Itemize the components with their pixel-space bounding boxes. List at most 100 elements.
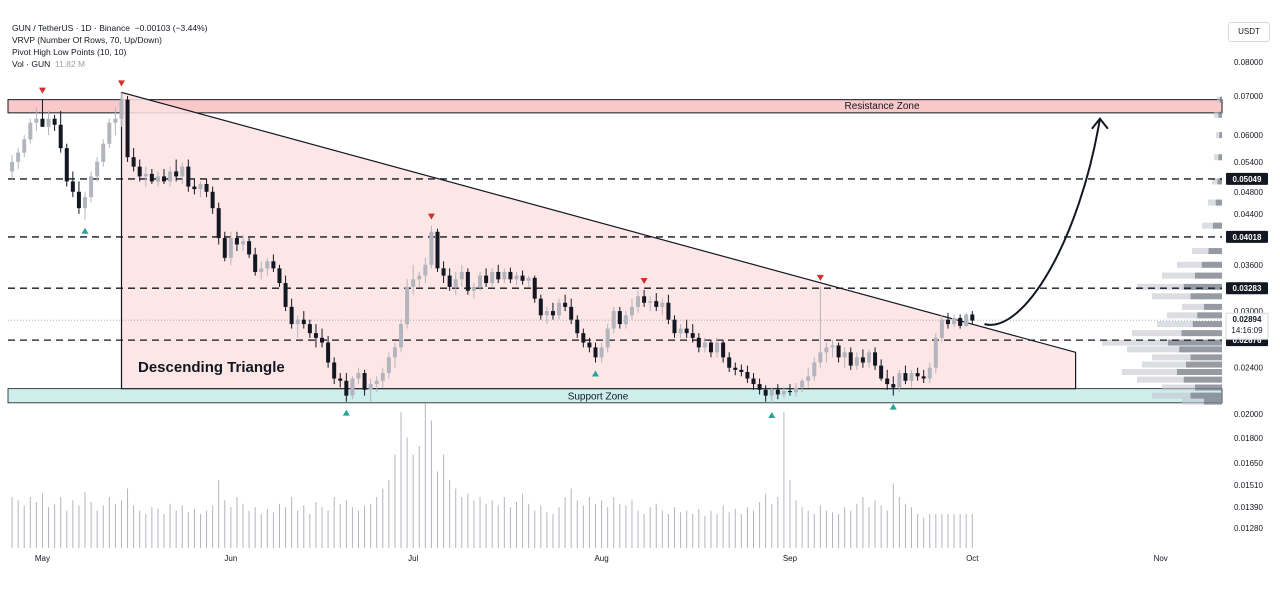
candle-down[interactable] — [915, 367, 920, 381]
legend-indicator-pivots[interactable]: Pivot High Low Points (10, 10) — [12, 47, 127, 57]
candle-down[interactable] — [873, 347, 878, 370]
candle-up[interactable] — [350, 376, 355, 400]
candle-down[interactable] — [666, 294, 671, 325]
candle-down[interactable] — [538, 294, 543, 320]
candle-up[interactable] — [180, 161, 185, 184]
candle-up[interactable] — [866, 349, 871, 368]
candle-down[interactable] — [575, 315, 580, 338]
candle-down[interactable] — [581, 328, 586, 348]
candle-up[interactable] — [198, 181, 203, 198]
level-price-tag[interactable]: 0.03283 — [1226, 282, 1268, 295]
candle-down[interactable] — [320, 328, 325, 348]
candle-down[interactable] — [775, 384, 780, 400]
candle-down[interactable] — [654, 293, 659, 312]
candle-up[interactable] — [374, 376, 379, 393]
candle-up[interactable] — [155, 171, 160, 187]
candle-down[interactable] — [532, 275, 537, 303]
candle-down[interactable] — [313, 324, 318, 348]
candle-up[interactable] — [46, 110, 51, 136]
candle-down[interactable] — [344, 373, 349, 402]
candle-up[interactable] — [544, 306, 549, 325]
candle-down[interactable] — [435, 228, 440, 272]
candle-up[interactable] — [417, 271, 422, 287]
candle-down[interactable] — [137, 159, 142, 182]
candle-up[interactable] — [490, 268, 495, 287]
candle-down[interactable] — [696, 333, 701, 353]
candle-down[interactable] — [903, 365, 908, 385]
candle-up[interactable] — [806, 367, 811, 388]
candle-down[interactable] — [891, 376, 896, 396]
candle-up[interactable] — [648, 296, 653, 312]
candle-down[interactable] — [338, 373, 343, 388]
candle-down[interactable] — [617, 306, 622, 329]
candle-down[interactable] — [162, 169, 167, 184]
candle-up[interactable] — [599, 342, 604, 363]
candle-down[interactable] — [885, 369, 890, 390]
candle-up[interactable] — [897, 369, 902, 393]
candle-down[interactable] — [739, 364, 744, 377]
candle-up[interactable] — [107, 118, 112, 149]
level-price-tag[interactable]: 0.04018 — [1226, 230, 1268, 243]
candle-up[interactable] — [909, 369, 914, 388]
candle-up[interactable] — [411, 264, 416, 295]
candle-up[interactable] — [854, 352, 859, 370]
candle-down[interactable] — [587, 337, 592, 353]
candle-down[interactable] — [958, 314, 963, 329]
candle-down[interactable] — [210, 186, 215, 214]
candle-down[interactable] — [848, 347, 853, 370]
candle-down[interactable] — [216, 202, 221, 245]
candle-down[interactable] — [520, 270, 525, 285]
candle-up[interactable] — [399, 319, 404, 353]
candle-up[interactable] — [557, 298, 562, 320]
candle-down[interactable] — [362, 369, 367, 396]
candle-up[interactable] — [830, 339, 835, 358]
candle-down[interactable] — [247, 238, 252, 258]
candle-up[interactable] — [818, 286, 823, 368]
candle-up[interactable] — [295, 315, 300, 338]
candle-up[interactable] — [386, 352, 391, 379]
candle-down[interactable] — [569, 298, 574, 325]
candle-up[interactable] — [16, 148, 21, 170]
level-price-tag[interactable]: 0.05049 — [1226, 172, 1268, 185]
candle-up[interactable] — [702, 337, 707, 353]
candle-down[interactable] — [174, 159, 179, 182]
candle-up[interactable] — [611, 306, 616, 334]
candle-up[interactable] — [143, 166, 148, 187]
candle-down[interactable] — [64, 143, 69, 187]
candle-down[interactable] — [192, 178, 197, 195]
candle-down[interactable] — [721, 339, 726, 363]
candle-down[interactable] — [945, 312, 950, 329]
candle-up[interactable] — [478, 271, 483, 291]
candle-up[interactable] — [89, 171, 94, 203]
candle-down[interactable] — [301, 311, 306, 329]
legend-volume-row[interactable]: Vol · GUN 11.82 M — [12, 58, 207, 70]
candle-up[interactable] — [636, 290, 641, 313]
candle-up[interactable] — [812, 357, 817, 381]
candle-down[interactable] — [52, 114, 57, 131]
candle-up[interactable] — [259, 261, 264, 280]
candle-up[interactable] — [380, 367, 385, 388]
candle-up[interactable] — [629, 298, 634, 320]
candle-down[interactable] — [879, 359, 884, 381]
candle-up[interactable] — [429, 225, 434, 269]
candle-down[interactable] — [508, 267, 513, 284]
candle-down[interactable] — [642, 289, 647, 307]
candle-down[interactable] — [921, 369, 926, 383]
candle-down[interactable] — [40, 99, 45, 127]
candle-down[interactable] — [186, 159, 191, 192]
legend-symbol[interactable]: GUN / TetherUS · 1D · Binance — [12, 23, 130, 33]
candle-down[interactable] — [70, 171, 75, 198]
candle-up[interactable] — [824, 342, 829, 363]
candle-up[interactable] — [952, 314, 957, 327]
candle-down[interactable] — [763, 385, 768, 402]
candle-up[interactable] — [800, 378, 805, 393]
candle-up[interactable] — [715, 337, 720, 358]
candle-up[interactable] — [623, 311, 628, 329]
candle-up[interactable] — [28, 118, 33, 144]
candle-down[interactable] — [326, 335, 331, 368]
candle-up[interactable] — [660, 298, 665, 316]
candle-up[interactable] — [842, 347, 847, 368]
candle-down[interactable] — [222, 231, 227, 262]
candle-down[interactable] — [593, 342, 598, 363]
